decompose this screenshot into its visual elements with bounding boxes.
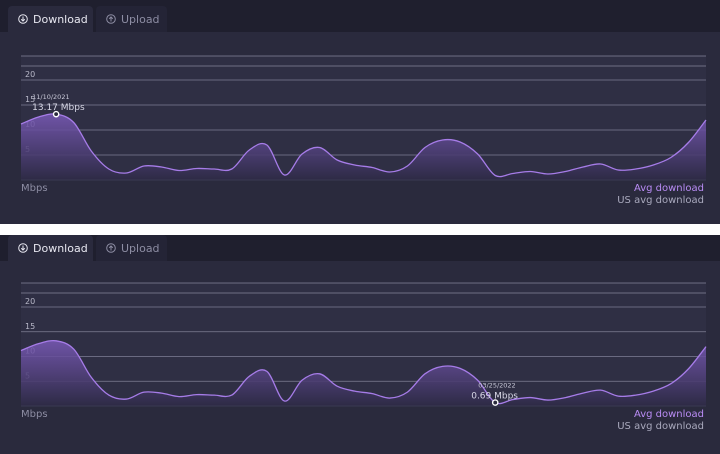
legend-avg-download: Avg download <box>633 409 704 420</box>
tooltip-value: 0.69 Mbps <box>471 392 518 402</box>
tab-download[interactable]: Download <box>8 235 93 261</box>
arrow-down-circle-icon <box>18 14 28 24</box>
series-line-avg-download <box>20 339 707 405</box>
tab-upload-label: Upload <box>121 241 160 255</box>
arrow-down-circle-icon <box>18 243 28 253</box>
y-axis-unit-label: Mbps <box>21 183 48 194</box>
series-line-avg-download <box>20 113 707 178</box>
tab-upload-label: Upload <box>121 12 160 26</box>
y-tick-label: 15 <box>25 95 35 104</box>
tab-download-label: Download <box>33 12 88 26</box>
tab-upload[interactable]: Upload <box>96 6 167 32</box>
tab-upload[interactable]: Upload <box>96 235 167 261</box>
y-tick-label: 20 <box>25 297 35 306</box>
arrow-up-circle-icon <box>106 243 116 253</box>
chart-legend: Avg download US avg download <box>617 183 704 207</box>
y-tick-label: 20 <box>25 70 35 79</box>
y-axis-unit-label: Mbps <box>21 409 48 420</box>
chart-tabs: Download Upload <box>0 0 720 32</box>
legend-us-avg-download: US avg download <box>617 195 704 206</box>
tooltip-date: 11/10/2021 <box>32 93 69 101</box>
plot-background <box>21 283 706 406</box>
tooltip-marker <box>52 110 60 118</box>
legend-us-avg-download: US avg download <box>617 421 704 432</box>
legend-avg-download: Avg download <box>633 183 704 194</box>
tab-download[interactable]: Download <box>8 6 93 32</box>
plot-background <box>21 56 706 180</box>
y-tick-label: 15 <box>25 322 35 331</box>
tooltip-date: 03/25/2022 <box>478 382 515 390</box>
tab-download-label: Download <box>33 241 88 255</box>
tooltip-value: 13.17 Mbps <box>32 103 85 113</box>
chart-legend: Avg download US avg download <box>617 409 704 433</box>
chart-tabs: Download Upload <box>0 235 720 267</box>
tooltip-marker <box>491 399 499 406</box>
arrow-up-circle-icon <box>106 14 116 24</box>
